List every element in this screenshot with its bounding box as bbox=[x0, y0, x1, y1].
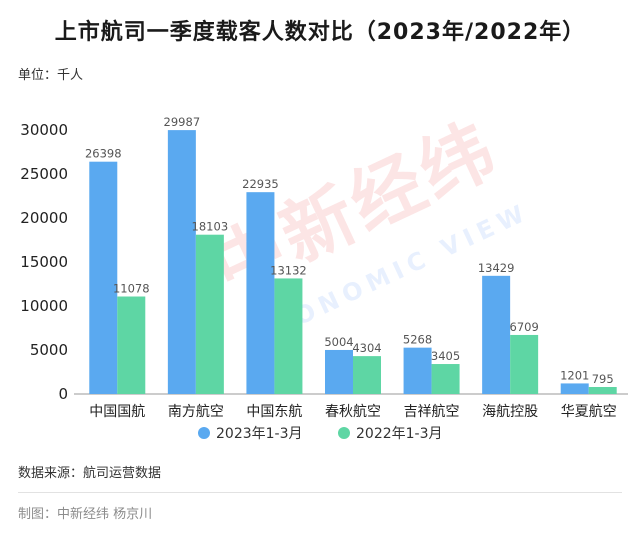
bar-2022 bbox=[431, 364, 460, 394]
y-tick-label: 10000 bbox=[20, 297, 68, 315]
data-label: 6709 bbox=[510, 320, 539, 334]
bar-2023 bbox=[167, 130, 196, 395]
y-tick-label: 15000 bbox=[20, 253, 68, 271]
x-tick-label: 海航控股 bbox=[482, 404, 538, 420]
legend: 2023年1-3月 2022年1-3月 bbox=[198, 426, 443, 442]
unit-label: 单位：千人 bbox=[18, 68, 84, 83]
data-label: 5004 bbox=[324, 335, 353, 349]
data-label: 22935 bbox=[242, 177, 279, 191]
x-tick-label: 中国东航 bbox=[246, 404, 302, 420]
chart-credit: 制图：中新经纬 杨京川 bbox=[18, 507, 153, 522]
data-label: 1201 bbox=[560, 368, 589, 382]
data-label: 13429 bbox=[478, 261, 515, 275]
bar-2023 bbox=[325, 349, 353, 394]
x-tick-label: 华夏航空 bbox=[561, 404, 617, 420]
y-tick-label: 0 bbox=[58, 385, 68, 403]
data-label: 18103 bbox=[192, 220, 229, 234]
y-tick-label: 5000 bbox=[30, 341, 68, 359]
x-tick-label: 南方航空 bbox=[168, 404, 224, 420]
y-tick-label: 25000 bbox=[20, 165, 68, 183]
bar-chart: 0 5000 10000 15000 20000 25000 30000 26398 1107… bbox=[20, 115, 628, 442]
x-tick-label: 中国国航 bbox=[89, 404, 145, 420]
data-label: 26398 bbox=[85, 147, 122, 161]
legend-label-2023: 2023年1-3月 bbox=[216, 426, 303, 442]
bar-2023 bbox=[560, 383, 589, 394]
divider bbox=[18, 492, 622, 493]
x-axis: 中国国航 南方航空 中国东航 春秋航空 吉祥航空 海航控股 华夏航空 bbox=[89, 404, 616, 420]
bar-2023 bbox=[89, 161, 118, 394]
bar-2022 bbox=[195, 234, 224, 394]
data-source: 数据来源：航司运营数据 bbox=[18, 466, 162, 481]
legend-marker-2022 bbox=[338, 427, 350, 439]
y-axis: 0 5000 10000 15000 20000 25000 30000 bbox=[20, 121, 628, 403]
legend-marker-2023 bbox=[198, 427, 210, 439]
bar-2022 bbox=[510, 334, 539, 394]
bar-2022 bbox=[588, 387, 617, 394]
data-label: 3405 bbox=[431, 349, 460, 363]
bar-2022 bbox=[274, 278, 303, 394]
chart-title: 上市航司一季度载客人数对比（2023年/2022年） bbox=[54, 20, 586, 45]
bar-2023 bbox=[246, 192, 275, 394]
data-label: 11078 bbox=[113, 282, 150, 296]
bar-2023 bbox=[403, 347, 432, 394]
bar-2022 bbox=[117, 296, 146, 394]
data-label: 29987 bbox=[164, 115, 201, 129]
y-tick-label: 30000 bbox=[20, 121, 68, 139]
x-tick-label: 春秋航空 bbox=[325, 404, 381, 420]
data-label: 13132 bbox=[270, 263, 307, 277]
data-label: 5268 bbox=[403, 333, 432, 347]
legend-label-2022: 2022年1-3月 bbox=[356, 426, 443, 442]
bar-2022 bbox=[353, 356, 381, 394]
x-tick-label: 吉祥航空 bbox=[404, 404, 460, 420]
data-label: 4304 bbox=[352, 341, 381, 355]
bar-2023 bbox=[482, 275, 511, 394]
y-tick-label: 20000 bbox=[20, 209, 68, 227]
data-label: 795 bbox=[592, 372, 614, 386]
